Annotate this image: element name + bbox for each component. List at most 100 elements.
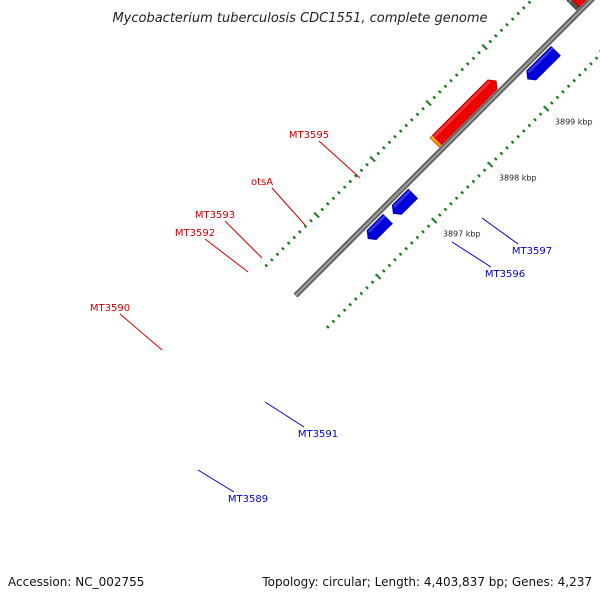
tick-forward <box>415 112 420 117</box>
tick-reverse <box>477 173 481 178</box>
gene-label[interactable]: otsA <box>251 177 273 188</box>
gene-reverse-arrow[interactable] <box>366 213 393 241</box>
tick-forward <box>348 179 353 184</box>
tick-forward <box>292 235 297 240</box>
tick-reverse <box>516 134 521 139</box>
tick-forward <box>365 162 369 167</box>
tick-reverse <box>430 217 438 224</box>
gene-label[interactable]: MT3597 <box>512 246 552 257</box>
tick-reverse <box>437 213 442 217</box>
label-leader-line <box>318 140 361 179</box>
tick-reverse <box>538 112 543 117</box>
tick-forward <box>382 146 386 150</box>
gene-highlight <box>367 215 386 233</box>
tick-forward <box>466 62 470 66</box>
tick-reverse <box>381 269 386 273</box>
tick-reverse <box>353 297 358 301</box>
label-leader-line <box>119 313 163 351</box>
label-leader-line <box>271 187 306 226</box>
tick-forward <box>275 252 280 257</box>
tick-reverse <box>337 313 341 318</box>
tick-forward <box>410 118 414 122</box>
tick-forward <box>359 168 364 173</box>
tick-forward <box>342 185 347 189</box>
tick-reverse <box>542 105 550 112</box>
label-leader-line <box>481 217 519 245</box>
tick-forward <box>425 99 432 107</box>
tick-reverse <box>499 151 504 156</box>
tick-reverse <box>505 145 509 150</box>
tick-reverse <box>409 241 414 245</box>
tick-reverse <box>387 263 392 268</box>
tick-forward <box>488 39 493 44</box>
tick-forward <box>376 151 381 156</box>
tick-reverse <box>454 196 459 201</box>
tick-reverse <box>325 325 330 329</box>
tick-forward <box>499 28 504 33</box>
tick-forward <box>477 50 481 55</box>
tick-reverse <box>572 78 577 83</box>
tick-forward <box>460 67 465 72</box>
tick-forward <box>449 78 453 83</box>
tick-reverse <box>415 235 420 240</box>
gene-reverse-arrow[interactable] <box>391 188 419 215</box>
tick-forward <box>421 106 425 111</box>
tick-forward <box>354 174 358 178</box>
scale-label: 3897 kbp <box>443 229 481 238</box>
tick-reverse <box>471 179 476 184</box>
gene-label[interactable]: MT3596 <box>485 269 525 280</box>
tick-forward <box>369 155 376 163</box>
label-leader-line <box>197 469 235 493</box>
label-leader-line <box>204 238 249 273</box>
tick-forward <box>309 218 313 223</box>
tick-reverse <box>359 291 364 296</box>
label-leader-line <box>451 241 492 268</box>
gene-forward-arrow[interactable] <box>570 0 598 8</box>
gene-label[interactable]: MT3592 <box>175 228 215 239</box>
tick-reverse <box>374 273 382 280</box>
tick-forward <box>393 134 397 139</box>
tick-forward <box>269 258 274 262</box>
tick-forward <box>516 11 521 16</box>
tick-reverse <box>583 67 588 72</box>
gene-label[interactable]: MT3589 <box>228 494 268 505</box>
gene-highlight <box>567 0 573 4</box>
tick-reverse <box>449 201 453 206</box>
tick-reverse <box>561 89 565 94</box>
tick-reverse <box>331 319 336 324</box>
gene-label[interactable]: MT3593 <box>195 210 235 221</box>
tick-reverse <box>404 246 408 251</box>
map-title: Mycobacterium tuberculosis CDC1551, comp… <box>112 11 487 26</box>
accession-text: Accession: NC_002755 <box>8 575 144 589</box>
tick-forward <box>522 6 526 10</box>
tick-forward <box>443 84 448 89</box>
tick-reverse <box>566 84 571 89</box>
tick-reverse <box>555 95 560 100</box>
tick-forward <box>326 202 330 206</box>
tick-forward <box>505 22 509 27</box>
tick-reverse <box>549 101 554 105</box>
scale-label: 3899 kbp <box>555 117 593 126</box>
gene-label[interactable]: MT3591 <box>298 429 338 440</box>
gene-labels: MT3590 MT3592 MT3593 otsA MT3595 MT3589 MT3591… <box>90 130 552 505</box>
tick-forward <box>281 246 285 251</box>
tick-reverse <box>594 56 599 61</box>
gene-reverse-arrow[interactable] <box>526 45 561 81</box>
tick-forward <box>286 241 291 245</box>
gene-highlight <box>433 80 491 138</box>
gene-label[interactable]: MT3595 <box>289 130 329 141</box>
gene-forward-arrow[interactable] <box>432 79 498 145</box>
tick-reverse <box>342 308 347 313</box>
gene-label[interactable]: MT3590 <box>90 303 130 314</box>
tick-forward <box>337 190 341 195</box>
tick-forward <box>331 196 336 201</box>
tick-reverse <box>393 257 397 262</box>
genome-summary: Topology: circular; Length: 4,403,837 bp… <box>261 575 592 589</box>
tick-reverse <box>486 161 494 168</box>
tick-reverse <box>465 185 470 189</box>
tick-reverse <box>482 168 487 173</box>
label-leaders <box>119 140 519 493</box>
scale-label: 3898 kbp <box>499 173 537 182</box>
tick-reverse <box>510 140 515 145</box>
